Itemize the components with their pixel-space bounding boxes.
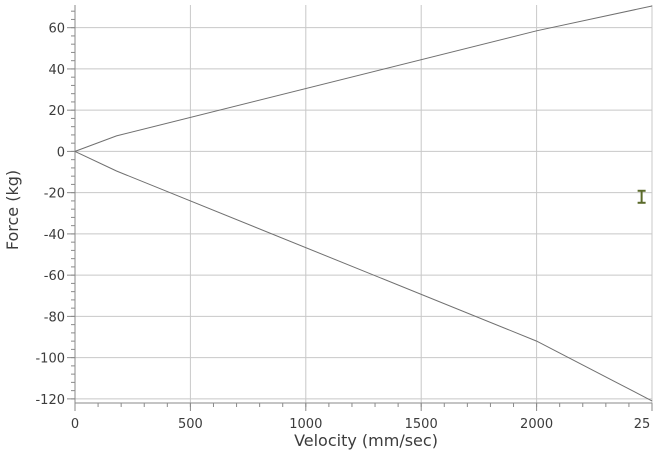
y-axis-label: Force (kg): [3, 170, 22, 250]
x-tick-label: 25: [634, 417, 651, 432]
x-tick-label: 0: [71, 417, 79, 432]
grid: [75, 5, 653, 403]
y-tick-label: -120: [35, 393, 65, 408]
markers: [637, 189, 646, 204]
x-tick-label: 2000: [520, 417, 553, 432]
series-line-1: [74, 5, 653, 152]
y-tick-label: 20: [48, 104, 65, 119]
x-tick-label: 1500: [405, 417, 438, 432]
y-tick-label: -40: [44, 228, 65, 243]
axes: 60 40 20 0 -20 -40 -60 -80 -100 -120 0 500 1000 1500 2…: [35, 5, 653, 432]
x-tick-label: 1000: [289, 417, 322, 432]
y-tick-label: -60: [44, 269, 65, 284]
i-beam-marker: [637, 189, 646, 204]
y-tick-label: -100: [35, 352, 65, 367]
y-tick-label: -20: [44, 187, 65, 202]
x-axis-label: Velocity (mm/sec): [294, 431, 438, 450]
series: [74, 5, 653, 402]
y-tick-label: 40: [48, 63, 65, 78]
y-tick-label: 60: [48, 22, 65, 37]
series-line-2: [74, 150, 653, 402]
y-tick-label: 0: [57, 145, 65, 160]
y-tick-label: -80: [44, 310, 65, 325]
x-tick-label: 500: [178, 417, 203, 432]
